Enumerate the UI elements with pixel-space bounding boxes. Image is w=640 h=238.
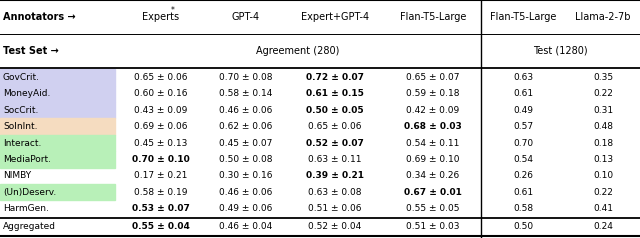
Text: 0.24: 0.24: [593, 222, 613, 231]
Text: 0.57: 0.57: [513, 122, 534, 131]
Text: 0.34 ± 0.26: 0.34 ± 0.26: [406, 171, 460, 180]
Text: 0.17 ± 0.21: 0.17 ± 0.21: [134, 171, 188, 180]
Text: Interact.: Interact.: [3, 139, 42, 148]
Bar: [0, 69, 115, 86]
Text: 0.63 ± 0.08: 0.63 ± 0.08: [308, 188, 362, 197]
Text: Llama-2-7b: Llama-2-7b: [575, 12, 631, 22]
Text: 0.52 ± 0.04: 0.52 ± 0.04: [308, 222, 362, 231]
Text: 0.10: 0.10: [593, 171, 613, 180]
Text: 0.54 ± 0.11: 0.54 ± 0.11: [406, 139, 460, 148]
Text: 0.46 ± 0.04: 0.46 ± 0.04: [220, 222, 273, 231]
Text: 0.72 ± 0.07: 0.72 ± 0.07: [306, 73, 364, 82]
Text: Test (1280): Test (1280): [533, 46, 588, 56]
Text: 0.63: 0.63: [513, 73, 534, 82]
Text: 0.70 ± 0.08: 0.70 ± 0.08: [220, 73, 273, 82]
Text: 0.54: 0.54: [513, 155, 534, 164]
Text: 0.65 ± 0.06: 0.65 ± 0.06: [308, 122, 362, 131]
Text: Test Set →: Test Set →: [3, 46, 59, 56]
Text: 0.51 ± 0.03: 0.51 ± 0.03: [406, 222, 460, 231]
Text: 0.46 ± 0.06: 0.46 ± 0.06: [220, 188, 273, 197]
Text: 0.43 ± 0.09: 0.43 ± 0.09: [134, 106, 188, 115]
Text: 0.46 ± 0.06: 0.46 ± 0.06: [220, 106, 273, 115]
Text: 0.26: 0.26: [513, 171, 534, 180]
Text: 0.51 ± 0.06: 0.51 ± 0.06: [308, 204, 362, 213]
Text: 0.70: 0.70: [513, 139, 534, 148]
Text: (Un)Deserv.: (Un)Deserv.: [3, 188, 56, 197]
Bar: [0, 102, 115, 119]
Text: SocCrit.: SocCrit.: [3, 106, 38, 115]
Text: 0.31: 0.31: [593, 106, 613, 115]
Text: 0.30 ± 0.16: 0.30 ± 0.16: [220, 171, 273, 180]
Text: *: *: [170, 6, 174, 15]
Text: Annotators →: Annotators →: [3, 12, 76, 22]
Text: Aggregated: Aggregated: [3, 222, 56, 231]
Text: 0.48: 0.48: [593, 122, 613, 131]
Text: 0.39 ± 0.21: 0.39 ± 0.21: [306, 171, 364, 180]
Text: 0.69 ± 0.10: 0.69 ± 0.10: [406, 155, 460, 164]
Text: 0.50 ± 0.08: 0.50 ± 0.08: [220, 155, 273, 164]
Text: 0.61 ± 0.15: 0.61 ± 0.15: [306, 89, 364, 98]
Text: 0.22: 0.22: [593, 89, 613, 98]
Text: 0.45 ± 0.13: 0.45 ± 0.13: [134, 139, 188, 148]
Text: 0.58 ± 0.19: 0.58 ± 0.19: [134, 188, 188, 197]
Bar: [0, 151, 115, 168]
Text: 0.35: 0.35: [593, 73, 613, 82]
Text: 0.67 ± 0.01: 0.67 ± 0.01: [404, 188, 462, 197]
Text: Expert+GPT-4: Expert+GPT-4: [301, 12, 369, 22]
Bar: [0, 135, 115, 151]
Text: 0.59 ± 0.18: 0.59 ± 0.18: [406, 89, 460, 98]
Text: GovCrit.: GovCrit.: [3, 73, 40, 82]
Text: 0.50 ± 0.05: 0.50 ± 0.05: [306, 106, 364, 115]
Text: HarmGen.: HarmGen.: [3, 204, 49, 213]
Text: 0.55 ± 0.05: 0.55 ± 0.05: [406, 204, 460, 213]
Text: SolnInt.: SolnInt.: [3, 122, 38, 131]
Text: 0.42 ± 0.09: 0.42 ± 0.09: [406, 106, 460, 115]
Text: 0.55 ± 0.04: 0.55 ± 0.04: [132, 222, 190, 231]
Text: 0.49: 0.49: [513, 106, 534, 115]
Text: 0.49 ± 0.06: 0.49 ± 0.06: [220, 204, 273, 213]
Text: 0.65 ± 0.06: 0.65 ± 0.06: [134, 73, 188, 82]
Text: 0.69 ± 0.06: 0.69 ± 0.06: [134, 122, 188, 131]
Text: GPT-4: GPT-4: [232, 12, 260, 22]
Text: 0.52 ± 0.07: 0.52 ± 0.07: [306, 139, 364, 148]
Text: MoneyAid.: MoneyAid.: [3, 89, 51, 98]
Text: MediaPort.: MediaPort.: [3, 155, 51, 164]
Text: 0.65 ± 0.07: 0.65 ± 0.07: [406, 73, 460, 82]
Text: Flan-T5-Large: Flan-T5-Large: [490, 12, 557, 22]
Text: 0.61: 0.61: [513, 188, 534, 197]
Text: Experts: Experts: [142, 12, 179, 22]
Text: 0.63 ± 0.11: 0.63 ± 0.11: [308, 155, 362, 164]
Bar: [0, 86, 115, 102]
Text: 0.58 ± 0.14: 0.58 ± 0.14: [220, 89, 273, 98]
Bar: [0, 184, 115, 200]
Text: 0.22: 0.22: [593, 188, 613, 197]
Text: 0.60 ± 0.16: 0.60 ± 0.16: [134, 89, 188, 98]
Text: 0.50: 0.50: [513, 222, 534, 231]
Text: 0.13: 0.13: [593, 155, 613, 164]
Text: 0.61: 0.61: [513, 89, 534, 98]
Text: 0.70 ± 0.10: 0.70 ± 0.10: [132, 155, 190, 164]
Text: 0.62 ± 0.06: 0.62 ± 0.06: [220, 122, 273, 131]
Text: 0.18: 0.18: [593, 139, 613, 148]
Text: 0.45 ± 0.07: 0.45 ± 0.07: [220, 139, 273, 148]
Bar: [0, 119, 115, 135]
Text: NIMBY: NIMBY: [3, 171, 31, 180]
Text: Agreement (280): Agreement (280): [256, 46, 339, 56]
Text: 0.58: 0.58: [513, 204, 534, 213]
Text: Flan-T5-Large: Flan-T5-Large: [399, 12, 466, 22]
Text: 0.53 ± 0.07: 0.53 ± 0.07: [132, 204, 190, 213]
Text: 0.68 ± 0.03: 0.68 ± 0.03: [404, 122, 461, 131]
Text: 0.41: 0.41: [593, 204, 613, 213]
